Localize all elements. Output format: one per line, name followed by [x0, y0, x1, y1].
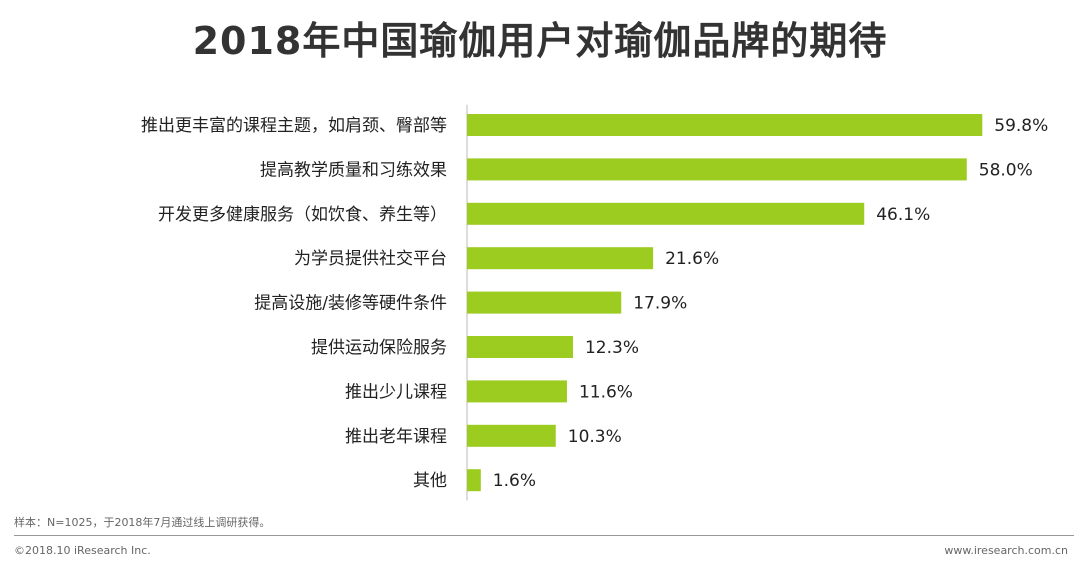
- category-label: 推出少儿课程: [345, 382, 447, 402]
- footer-divider: [14, 535, 1074, 536]
- category-label: 其他: [413, 471, 447, 491]
- data-label: 59.8%: [994, 116, 1048, 136]
- bar: [467, 469, 481, 492]
- data-label: 17.9%: [633, 294, 687, 314]
- data-label: 12.3%: [585, 338, 639, 358]
- category-label: 提高教学质量和习练效果: [260, 160, 447, 180]
- category-label: 推出更丰富的课程主题，如肩颈、臀部等: [141, 116, 447, 136]
- data-label: 58.0%: [979, 160, 1033, 180]
- category-label: 推出老年课程: [345, 427, 447, 447]
- data-label: 1.6%: [493, 471, 536, 491]
- category-label: 开发更多健康服务（如饮食、养生等）: [158, 205, 447, 225]
- data-label: 11.6%: [579, 382, 633, 402]
- sample-note: 样本：N=1025，于2018年7月通过线上调研获得。: [14, 516, 271, 529]
- chart-title: 2018年中国瑜伽用户对瑜伽品牌的期待: [192, 19, 888, 63]
- category-label: 提供运动保险服务: [311, 338, 447, 358]
- bar: [467, 114, 983, 136]
- data-label: 10.3%: [568, 427, 622, 447]
- bar: [467, 336, 573, 358]
- bar: [467, 202, 865, 225]
- data-label: 21.6%: [665, 249, 719, 269]
- category-label: 提高设施/装修等硬件条件: [254, 294, 447, 314]
- bar: [467, 158, 967, 181]
- website-link[interactable]: www.iresearch.com.cn: [944, 544, 1068, 557]
- bar: [467, 247, 654, 270]
- category-label: 为学员提供社交平台: [294, 249, 447, 269]
- bar: [467, 380, 567, 403]
- bar: [467, 424, 556, 447]
- copyright-text: ©2018.10 iResearch Inc.: [14, 544, 151, 557]
- data-label: 46.1%: [876, 205, 930, 225]
- bar: [467, 291, 622, 314]
